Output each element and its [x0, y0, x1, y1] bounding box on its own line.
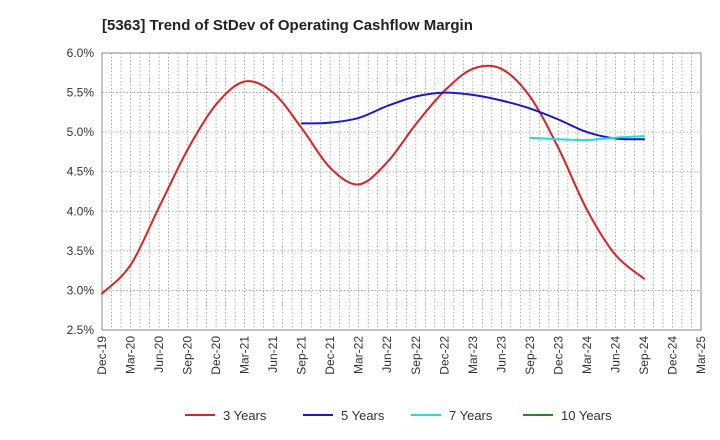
x-tick-label: Jun-20: [152, 336, 166, 373]
series: [101, 64, 645, 295]
x-tick-label: Sep-24: [637, 336, 651, 375]
x-tick-label: Mar-22: [352, 336, 366, 374]
y-tick-label: 3.0%: [67, 283, 95, 297]
x-tick-label: Mar-21: [238, 336, 252, 374]
x-tick-label: Dec-24: [665, 336, 679, 375]
y-tick-label: 6.0%: [67, 46, 95, 60]
x-tick-label: Jun-21: [266, 336, 280, 373]
x-tick-label: Sep-21: [295, 336, 309, 375]
x-tick-label: Sep-20: [181, 336, 195, 375]
x-tick-label: Sep-22: [409, 336, 423, 375]
x-tick-label: Dec-22: [437, 336, 451, 375]
x-tick-label: Sep-23: [523, 336, 537, 375]
legend-label: 10 Years: [561, 408, 612, 423]
legend-label: 5 Years: [341, 408, 385, 423]
x-tick-label: Jun-24: [608, 336, 622, 373]
y-tick-label: 2.5%: [67, 323, 95, 337]
y-tick-label: 5.0%: [67, 125, 95, 139]
y-axis: 2.5% 3.0% 3.5% 4.0% 4.5% 5.0% 5.5% 6.0%: [67, 46, 95, 337]
y-tick-label: 3.5%: [67, 244, 95, 258]
x-tick-label: Dec-23: [551, 336, 565, 375]
plot-area: [101, 52, 702, 331]
legend: 3 Years 5 Years 7 Years 10 Years: [185, 408, 612, 423]
x-tick-label: Dec-21: [323, 336, 337, 375]
y-tick-label: 4.0%: [67, 204, 95, 218]
x-tick-label: Mar-25: [694, 336, 708, 374]
series-line: [101, 64, 645, 295]
series-line: [528, 135, 645, 142]
x-tick-label: Dec-19: [95, 336, 109, 375]
y-tick-label: 4.5%: [67, 165, 95, 179]
y-tick-label: 5.5%: [67, 86, 95, 100]
x-tick-label: Mar-20: [124, 336, 138, 374]
legend-label: 7 Years: [449, 408, 493, 423]
chart-title: [5363] Trend of StDev of Operating Cashf…: [102, 17, 473, 34]
x-tick-label: Jun-22: [380, 336, 394, 373]
x-tick-label: Mar-24: [580, 336, 594, 374]
x-tick-label: Dec-20: [209, 336, 223, 375]
legend-label: 3 Years: [223, 408, 267, 423]
series-line: [300, 91, 645, 141]
x-tick-label: Mar-23: [466, 336, 480, 374]
x-axis: Dec-19 Mar-20 Jun-20 Sep-20 Dec-20 Mar-21 Jun-…: [95, 336, 708, 375]
x-tick-label: Jun-23: [494, 336, 508, 373]
grid: [101, 52, 701, 331]
